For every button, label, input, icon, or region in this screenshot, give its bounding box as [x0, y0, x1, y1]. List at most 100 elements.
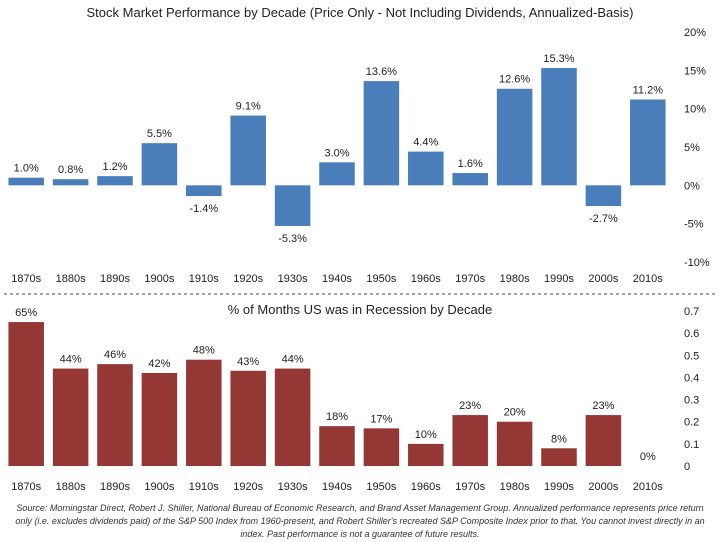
- x-tick-label: 1950s: [366, 273, 396, 285]
- y-tick-label: 0.4: [684, 372, 699, 384]
- x-tick-label: 1930s: [278, 481, 308, 493]
- chart-title: Stock Market Performance by Decade (Pric…: [87, 5, 634, 20]
- x-tick-label: 1970s: [455, 481, 485, 493]
- x-tick-label: 1900s: [144, 481, 174, 493]
- bar: [585, 415, 622, 466]
- x-tick-label: 1870s: [11, 273, 41, 285]
- data-label: 9.1%: [236, 101, 261, 113]
- y-tick-label: -10%: [684, 257, 710, 269]
- x-tick-label: 1980s: [500, 481, 530, 493]
- bar: [496, 88, 533, 186]
- data-label: 13.6%: [366, 66, 397, 78]
- x-tick-label: 2000s: [588, 273, 618, 285]
- data-label: 3.0%: [324, 147, 349, 159]
- data-label: 1.2%: [102, 161, 127, 173]
- data-label: 11.2%: [633, 84, 664, 96]
- data-label: 8%: [551, 433, 567, 445]
- bar: [630, 99, 666, 186]
- y-tick-label: -5%: [684, 219, 704, 231]
- bar: [319, 162, 355, 186]
- x-tick-label: 1910s: [189, 481, 219, 493]
- x-tick-label: 1920s: [233, 481, 263, 493]
- data-label: 17%: [370, 413, 392, 425]
- x-tick-label: 1950s: [366, 481, 396, 493]
- data-label: 46%: [104, 349, 126, 361]
- y-tick-label: 0.3: [684, 395, 699, 407]
- bar: [230, 370, 266, 466]
- bar: [230, 115, 266, 186]
- data-label: 10%: [415, 429, 437, 441]
- bar: [8, 177, 44, 186]
- source-footnote: Source: Morningstar Direct, Robert J. Sh…: [15, 503, 705, 539]
- bar: [8, 322, 44, 466]
- x-tick-label: 2010s: [633, 273, 663, 285]
- data-label: 12.6%: [499, 74, 530, 86]
- bar: [496, 421, 533, 466]
- bar: [274, 185, 311, 226]
- y-tick-label: 0.6: [684, 328, 699, 340]
- bar: [97, 176, 133, 186]
- bar: [186, 359, 222, 466]
- bar: [585, 185, 622, 207]
- data-label: 43%: [237, 356, 259, 368]
- bar: [452, 173, 488, 186]
- x-tick-label: 1930s: [278, 273, 308, 285]
- data-label: 23%: [459, 400, 481, 412]
- x-tick-label: 1890s: [100, 481, 130, 493]
- bar: [141, 373, 178, 466]
- y-tick-label: 0.7: [684, 306, 699, 318]
- y-tick-label: 5%: [684, 142, 700, 154]
- data-label: 42%: [148, 358, 170, 370]
- data-label: 65%: [15, 307, 37, 319]
- x-tick-label: 1960s: [411, 273, 441, 285]
- chart-title: % of Months US was in Recession by Decad…: [228, 302, 492, 317]
- y-tick-label: 0: [684, 461, 690, 473]
- x-tick-label: 1990s: [544, 273, 574, 285]
- bar: [363, 81, 400, 186]
- y-tick-label: 0.5: [684, 350, 699, 362]
- data-label: 5.5%: [147, 128, 172, 140]
- x-tick-label: 2000s: [588, 481, 618, 493]
- bar: [541, 68, 577, 186]
- data-label: 4.4%: [413, 137, 438, 149]
- bar: [408, 151, 444, 186]
- data-label: 15.3%: [543, 53, 574, 65]
- bar: [452, 415, 488, 466]
- bar: [541, 448, 577, 466]
- x-tick-label: 2010s: [633, 481, 663, 493]
- bar: [97, 364, 133, 466]
- x-tick-label: 1900s: [144, 273, 174, 285]
- data-label: -1.4%: [189, 203, 218, 215]
- data-label: 23%: [592, 400, 614, 412]
- data-label: 0.8%: [58, 164, 83, 176]
- y-tick-label: 15%: [684, 65, 706, 77]
- x-tick-label: 1870s: [11, 481, 41, 493]
- data-label: 1.6%: [458, 158, 483, 170]
- x-tick-label: 1970s: [455, 273, 485, 285]
- x-tick-label: 1960s: [411, 481, 441, 493]
- data-label: 44%: [282, 354, 304, 366]
- y-tick-label: 0.1: [684, 439, 699, 451]
- bar: [363, 428, 400, 466]
- recession-chart: % of Months US was in Recession by Decad…: [8, 302, 699, 493]
- x-tick-label: 1940s: [322, 481, 352, 493]
- y-tick-label: 0.2: [684, 417, 699, 429]
- data-label: 18%: [326, 411, 348, 423]
- bar: [274, 368, 311, 466]
- data-label: 20%: [504, 407, 526, 419]
- y-tick-label: 20%: [684, 27, 706, 39]
- x-tick-label: 1920s: [233, 273, 263, 285]
- x-tick-label: 1880s: [56, 273, 86, 285]
- stock-performance-chart: Stock Market Performance by Decade (Pric…: [8, 5, 710, 285]
- data-label: 44%: [60, 354, 82, 366]
- data-label: 0%: [640, 451, 656, 463]
- bar: [186, 185, 222, 197]
- data-label: -5.3%: [278, 233, 307, 245]
- bar: [319, 426, 355, 466]
- x-tick-label: 1990s: [544, 481, 574, 493]
- bar: [52, 368, 89, 466]
- data-label: -2.7%: [589, 213, 618, 225]
- y-tick-label: 0%: [684, 180, 700, 192]
- data-label: 48%: [193, 345, 215, 357]
